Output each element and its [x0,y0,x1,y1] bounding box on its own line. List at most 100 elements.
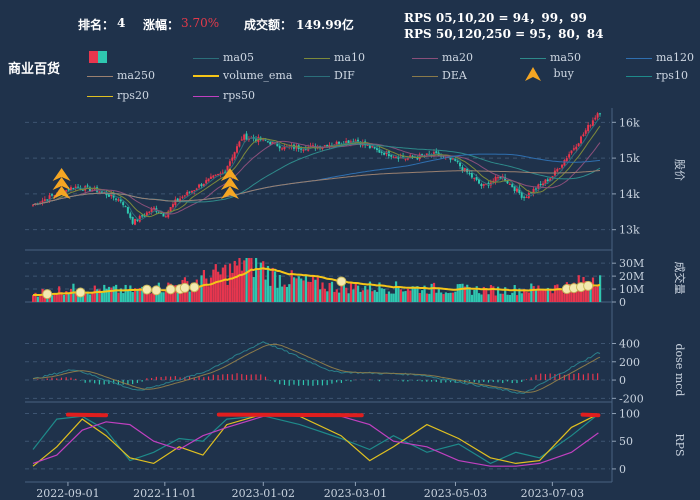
volume-bar [347,293,350,302]
candle-body [580,136,583,144]
candle-body [456,160,459,163]
volume-bar [425,293,429,302]
price-tick-label: 14k [619,188,640,201]
buy-signal-arrow [220,168,239,181]
volume-bar [141,286,144,302]
volume-bar [160,292,163,302]
volume-bar [515,295,519,302]
volume-signal-dot [336,276,347,287]
rank-label: 排名： [78,18,115,32]
buy-arrow-icon [525,67,541,81]
candle-body [525,197,528,199]
candle-body [136,219,139,221]
volume-bar [352,289,355,302]
volume-bar [129,285,132,302]
candle-body [179,198,182,201]
volume-bar [179,289,182,302]
volume-bar [314,279,317,302]
volume-bar [176,290,179,302]
rps-strength-marker [65,412,109,418]
legend-item-rps50: rps50 [193,89,255,102]
volume-bar [494,295,497,302]
candle-body [152,207,155,210]
candle-body [160,212,163,214]
candle-body [311,145,314,147]
volume-bar [504,287,507,302]
candle-body [74,186,77,188]
volume-bar [527,292,531,302]
volume-bar [98,289,101,302]
volume-bar [561,290,564,302]
candle-body [449,157,452,160]
legend-swatch-ma50 [520,57,546,59]
candle-body [115,198,118,200]
legend-item-ma20: ma20 [412,51,473,64]
buy-signal-arrow [52,186,71,199]
volume-bar [556,284,559,302]
candle-body [338,141,341,145]
candle-body [499,176,502,179]
candle-body [131,216,134,224]
volume-bar [145,289,149,302]
price-tick-label: 16k [619,116,640,129]
price-axis-label: 股价 [673,159,686,181]
volume-bar [454,291,457,302]
volume-bar [489,285,493,302]
volume-bar [207,286,210,302]
volume-bar [482,286,485,302]
candle-body [480,184,483,187]
candle-body [212,175,215,178]
legend-label-rps50: rps50 [223,89,255,102]
candle-body [584,130,587,134]
volume-bar [411,286,414,302]
volume-bar [520,293,523,302]
candle-body [494,176,497,182]
legend-item-buy: buy [520,66,574,82]
candle-body [77,186,80,188]
volume-bar [440,292,443,302]
legend-swatch-dea [412,75,438,77]
candle-body [53,195,56,197]
candle-body [563,160,566,166]
volume-axis-label: 成交量 [673,262,687,295]
candle-body [470,172,473,178]
candle-body [143,215,146,217]
volume-bar [84,292,87,302]
candle-body [88,187,91,191]
x-tick-label: 2022-11-01 [133,487,196,500]
volume-bar [321,282,324,302]
candle-body [323,145,326,147]
volume-bar [444,292,447,302]
legend-swatch-volume-ema [193,75,219,77]
candle-body [523,196,526,198]
buy-signal-arrow [52,177,71,190]
volume-bar [115,284,118,302]
volume-tick-label: 30M [619,257,644,270]
candle-body [513,186,516,192]
volume-bar [466,284,469,302]
volume-bar [511,292,514,302]
legend-label-ma50: ma50 [550,51,581,64]
candle-body [65,190,68,193]
volume-bar [508,294,512,302]
candle-body [335,141,338,146]
candle-body [596,113,599,118]
candle-body [587,125,590,132]
volume-bar [544,290,547,302]
volume-bar [122,293,125,302]
rps-tick-label: 0 [619,463,626,476]
legend-item-ma50: ma50 [520,51,581,64]
volume-bar [110,287,113,302]
volume-bar [32,295,35,302]
candle-body [219,173,222,176]
candle-body [411,155,414,158]
volume-bar [221,267,224,302]
volume-bar [397,287,400,302]
candle-body [568,154,571,158]
volume-bar [119,288,122,302]
candle-body [103,192,106,194]
volume-bar [361,290,364,302]
candle-body [148,211,151,213]
volume-signal-dot [189,282,200,293]
x-tick-label: 2023-07-03 [521,487,584,500]
